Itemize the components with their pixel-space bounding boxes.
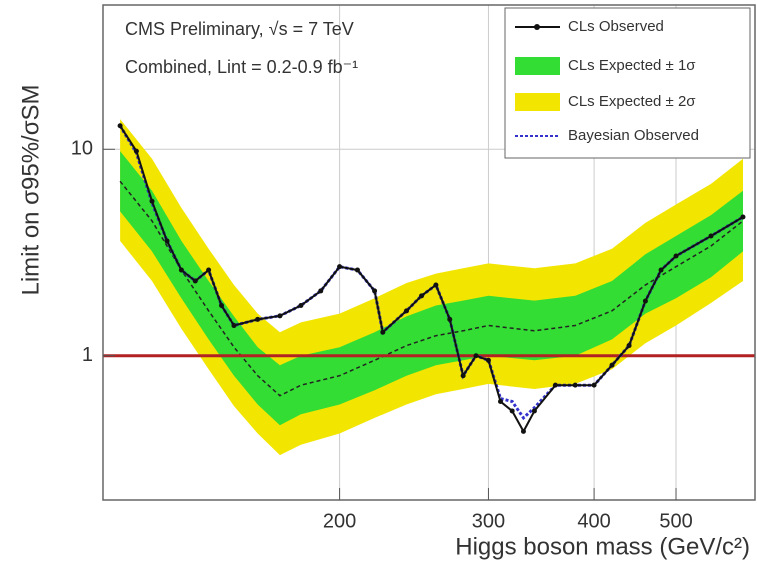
marker	[178, 267, 184, 273]
y-axis-label: Limit on σ95%/σSM	[17, 84, 44, 295]
marker	[318, 288, 324, 294]
x-tick-label: 200	[323, 510, 356, 532]
marker	[419, 293, 425, 299]
marker	[473, 353, 479, 359]
marker	[133, 148, 139, 154]
marker	[433, 282, 439, 288]
legend-swatch	[515, 93, 560, 111]
marker	[149, 198, 155, 204]
legend-label: Bayesian Observed	[568, 127, 699, 144]
marker	[355, 267, 361, 273]
plot-area	[103, 5, 755, 500]
marker	[404, 308, 410, 314]
marker	[206, 267, 212, 273]
y-tick-label: 10	[71, 138, 93, 160]
legend-swatch	[515, 57, 560, 75]
expected-median	[119, 180, 744, 397]
annotation: Combined, Lint = 0.2-0.9 fb⁻¹	[125, 57, 358, 77]
marker	[219, 303, 225, 309]
marker	[552, 382, 558, 388]
marker	[117, 123, 123, 129]
marker	[372, 288, 378, 294]
legend-box	[504, 7, 751, 159]
y-tick-label: 1	[82, 344, 93, 366]
marker	[572, 382, 578, 388]
marker	[192, 278, 198, 284]
marker	[591, 382, 597, 388]
legend-marker	[534, 24, 540, 30]
marker	[231, 323, 237, 329]
marker	[642, 298, 648, 304]
legend: CLs Observed CLs Expected ± 1σ CLs Expecte…	[504, 7, 751, 159]
marker	[520, 428, 526, 434]
marker	[255, 316, 261, 322]
marker	[531, 408, 537, 414]
marker	[497, 399, 503, 405]
marker	[509, 408, 515, 414]
marker	[277, 313, 283, 319]
legend-label: CLs Expected ± 1σ	[568, 57, 696, 74]
annotation: CMS Preliminary, √s = 7 TeV	[125, 19, 354, 39]
marker	[740, 214, 746, 220]
marker	[485, 357, 491, 363]
marker	[658, 267, 664, 273]
marker	[298, 303, 304, 309]
marker	[380, 329, 386, 335]
marker	[337, 264, 343, 270]
x-tick-label: 400	[577, 510, 610, 532]
x-tick-label: 300	[472, 510, 505, 532]
marker	[460, 373, 466, 379]
legend-label: CLs Observed	[568, 18, 664, 35]
marker	[708, 233, 714, 239]
x-axis-label: Higgs boson mass (GeV/c²)	[455, 533, 750, 560]
band	[120, 151, 744, 426]
marker	[164, 238, 170, 244]
marker	[626, 343, 632, 349]
plot-frame	[102, 4, 756, 501]
marker	[609, 362, 615, 368]
marker	[447, 316, 453, 322]
legend-label: CLs Expected ± 2σ	[568, 93, 696, 110]
x-tick-label: 500	[659, 510, 692, 532]
marker	[673, 253, 679, 259]
line	[119, 125, 744, 434]
